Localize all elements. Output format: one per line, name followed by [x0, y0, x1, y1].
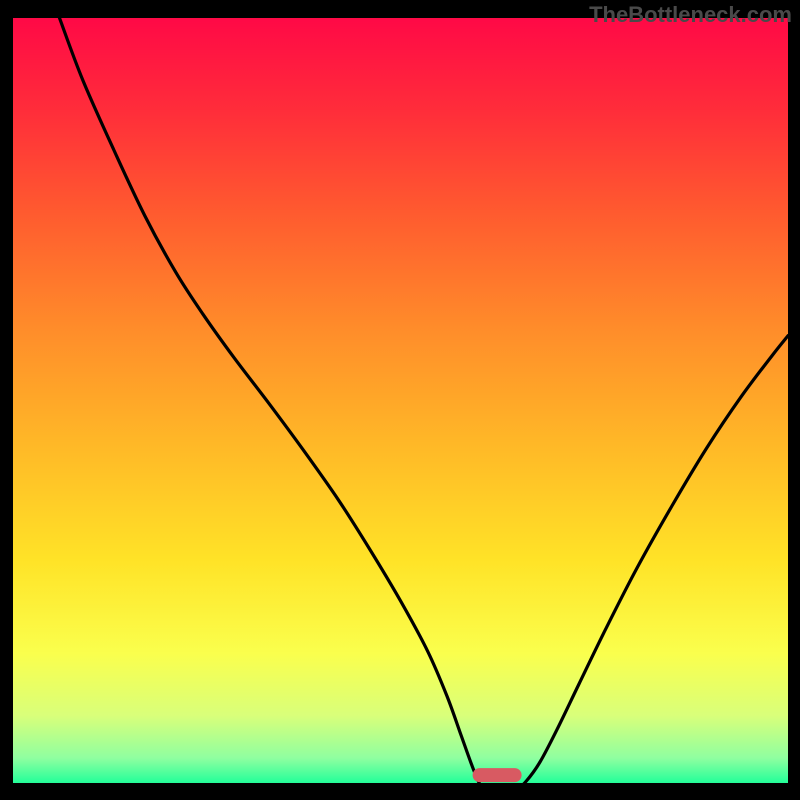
minimum-marker [473, 768, 522, 782]
watermark-text: TheBottleneck.com [589, 2, 792, 28]
bottleneck-curve [13, 18, 788, 783]
plot-area [13, 18, 788, 783]
chart-frame: TheBottleneck.com [0, 0, 800, 800]
